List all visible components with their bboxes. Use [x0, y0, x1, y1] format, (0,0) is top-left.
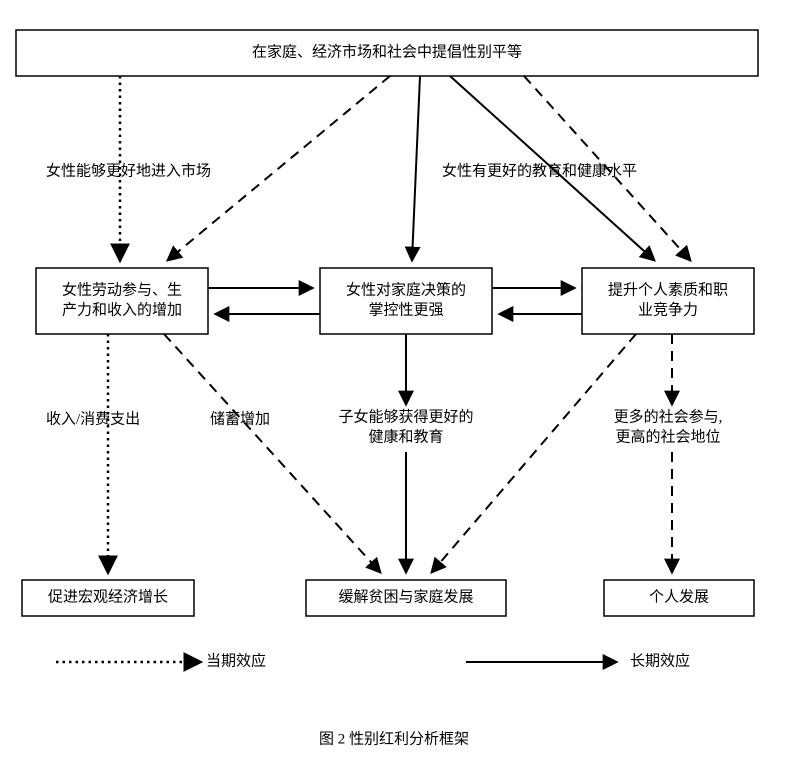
- node-botR: 个人发展: [604, 580, 754, 616]
- free-label: 更高的社会地位: [615, 428, 720, 445]
- node-label: 业竞争力: [638, 300, 698, 318]
- node-label: 缓解贫困与家庭发展: [338, 588, 473, 605]
- node-label: 女性对家庭决策的: [346, 280, 466, 298]
- node-label: 个人发展: [649, 588, 709, 605]
- label-m_social: 更多的社会参与, 更高的社会地位: [614, 408, 723, 445]
- node-label: 提升个人素质和职: [608, 281, 728, 298]
- node-midC: 女性对家庭决策的掌控性更强: [320, 268, 492, 334]
- label-t_right: 女性有更好的教育和健康水平: [442, 161, 637, 179]
- node-top: 在家庭、经济市场和社会中提倡性别平等: [16, 30, 758, 76]
- free-label: 女性有更好的教育和健康水平: [442, 161, 637, 179]
- flowchart-figure: 在家庭、经济市场和社会中提倡性别平等女性劳动参与、生产力和收入的增加 女性对家庭决…: [0, 0, 788, 780]
- node-midR: 提升个人素质和职业竞争力: [582, 268, 754, 334]
- legend-layer: 当期效应 长期效应: [56, 651, 690, 669]
- nodes-layer: 在家庭、经济市场和社会中提倡性别平等女性劳动参与、生产力和收入的增加 女性对家庭决…: [16, 30, 758, 616]
- node-label: 在家庭、经济市场和社会中提倡性别平等: [252, 42, 522, 60]
- free-label: 收入/消费支出: [46, 410, 140, 427]
- node-midL: 女性劳动参与、生产力和收入的增加: [36, 268, 208, 334]
- legend-label: 当期效应: [206, 651, 266, 669]
- label-m_save: 储蓄增加: [210, 410, 270, 427]
- free-label: 健康和教育: [368, 428, 443, 445]
- edge: [412, 76, 420, 260]
- free-label: 储蓄增加: [210, 410, 270, 427]
- label-m_child: 子女能够获得更好的健康和教育: [338, 407, 473, 445]
- node-label: 女性劳动参与、生: [62, 280, 182, 298]
- node-botL: 促进宏观经济增长: [22, 580, 194, 616]
- label-m_incexp: 收入/消费支出: [46, 410, 140, 427]
- figure-caption: 图 2 性别红利分析框架: [319, 730, 469, 747]
- edge: [164, 334, 380, 572]
- free-label: 更多的社会参与,: [614, 408, 723, 425]
- label-t_left: 女性能够更好地进入市场: [46, 161, 211, 179]
- edge: [432, 334, 636, 572]
- node-label: 产力和收入的增加: [62, 301, 182, 318]
- legend-label: 长期效应: [630, 651, 690, 669]
- node-botC: 缓解贫困与家庭发展: [306, 580, 506, 616]
- free-label: 女性能够更好地进入市场: [46, 161, 211, 179]
- node-label: 促进宏观经济增长: [48, 588, 168, 605]
- free-label: 子女能够获得更好的: [338, 407, 473, 425]
- node-label: 掌控性更强: [368, 301, 443, 318]
